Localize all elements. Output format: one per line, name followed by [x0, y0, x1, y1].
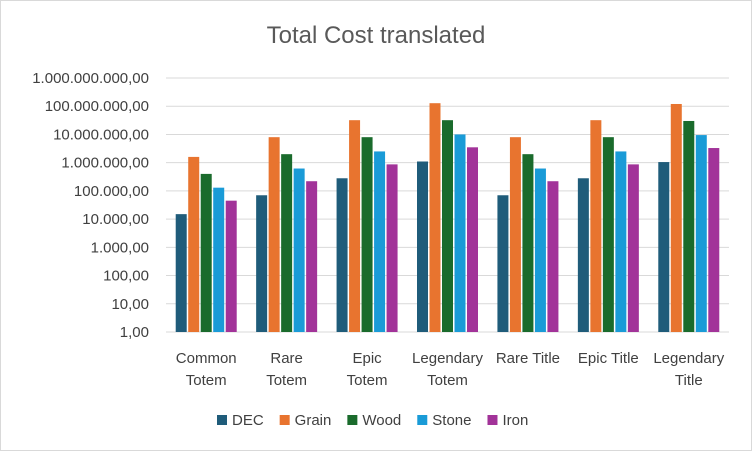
legend-item-wood: Wood: [347, 412, 401, 429]
y-tick-label: 1.000.000.000,00: [32, 70, 149, 87]
bar-iron: [467, 147, 478, 332]
legend-swatch: [279, 415, 290, 425]
bar-grain: [509, 137, 521, 332]
bar-wood: [683, 120, 695, 332]
bar-wood: [602, 137, 614, 332]
legend-label: Iron: [502, 412, 528, 429]
x-axis-categories: Common Totem Rare Totem Epic Totem Legendary To…: [176, 350, 725, 389]
y-tick-label: 1,00: [120, 324, 149, 341]
x-category-label: Rare Totem: [266, 350, 307, 389]
bar-wood: [442, 120, 453, 332]
legend: DEC Grain Wood Stone Iron: [217, 412, 528, 429]
bar-dec: [256, 195, 268, 332]
legend-swatch: [487, 415, 498, 425]
bar-stone: [615, 151, 627, 332]
y-tick-label: 10.000,00: [82, 211, 149, 228]
bar-stone: [534, 168, 546, 332]
y-tick-label: 10.000.000,00: [53, 126, 149, 143]
bar-iron: [708, 148, 720, 332]
bar-stone: [293, 168, 305, 332]
bar-iron: [225, 200, 237, 332]
bar-stone: [454, 134, 466, 332]
x-category-label: Epic Totem: [347, 350, 388, 389]
bar-stone: [695, 135, 707, 332]
x-category-label: Rare Title: [496, 350, 560, 367]
legend-label: Wood: [362, 412, 401, 429]
bar-iron: [306, 181, 318, 332]
legend-swatch: [417, 415, 428, 425]
legend-item-stone: Stone: [417, 412, 471, 429]
y-tick-label: 100.000.000,00: [45, 98, 149, 115]
bar-dec: [577, 178, 589, 332]
bar-grain: [670, 103, 682, 332]
legend-swatch: [217, 415, 227, 425]
x-category-label: Epic Title: [578, 350, 639, 367]
y-tick-label: 100,00: [103, 268, 149, 285]
y-axis-ticks: 1,00 10,00 100,00 1.000,00 10.000,00 100.000,…: [32, 70, 149, 341]
x-category-label: Legendary Totem: [412, 350, 483, 389]
bar-dec: [658, 162, 670, 332]
bar-wood: [361, 137, 373, 332]
legend-item-iron: Iron: [487, 412, 528, 429]
legend-item-dec: DEC: [217, 412, 264, 429]
bars-layer: [175, 103, 720, 332]
bar-iron: [627, 164, 639, 332]
bar-grain: [429, 103, 441, 332]
bar-wood: [281, 154, 293, 332]
x-category-label: Common Totem: [176, 350, 237, 389]
bar-dec: [417, 161, 428, 332]
legend-item-grain: Grain: [279, 412, 332, 429]
bar-dec: [175, 214, 187, 332]
legend-label: DEC: [232, 412, 264, 429]
x-category-label: Legendary Title: [653, 350, 724, 389]
bar-dec: [497, 195, 509, 332]
legend-label: Grain: [295, 412, 332, 429]
bar-iron: [547, 181, 559, 332]
bar-grain: [268, 137, 280, 332]
chart-title: Total Cost translated: [267, 22, 486, 49]
y-tick-label: 10,00: [111, 296, 149, 313]
bar-wood: [522, 154, 534, 332]
bar-wood: [200, 173, 212, 332]
bar-iron: [386, 164, 398, 332]
legend-swatch: [347, 415, 358, 425]
bar-stone: [213, 187, 225, 332]
bar-dec: [336, 178, 348, 332]
y-tick-label: 1.000.000,00: [61, 155, 149, 172]
bar-grain: [590, 120, 602, 332]
bar-grain: [188, 156, 200, 332]
bar-grain: [349, 120, 361, 332]
legend-label: Stone: [432, 412, 471, 429]
y-tick-label: 1.000,00: [91, 239, 149, 256]
bar-stone: [374, 151, 386, 332]
y-tick-label: 100.000,00: [74, 183, 149, 200]
